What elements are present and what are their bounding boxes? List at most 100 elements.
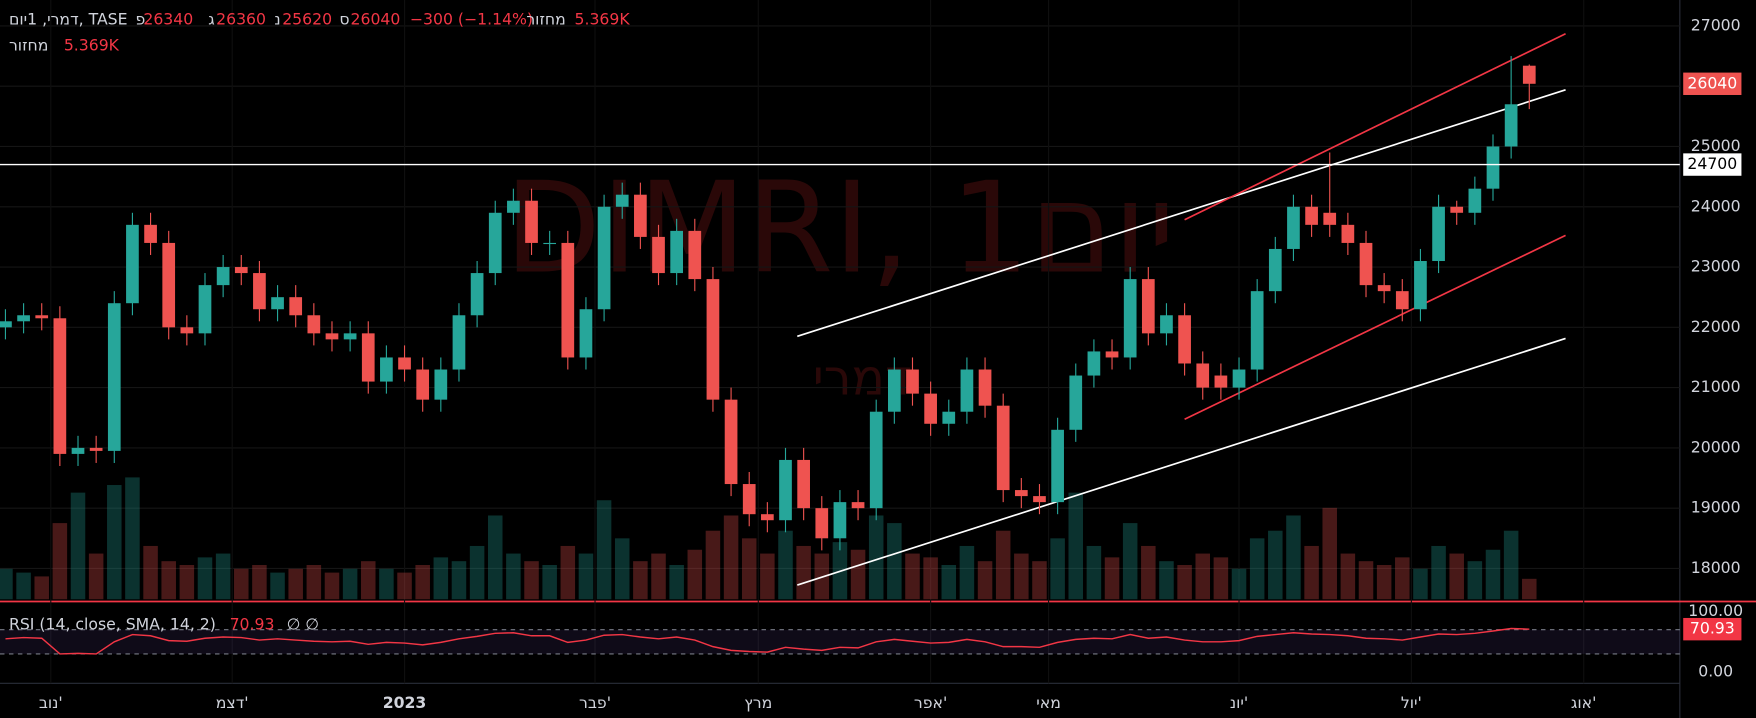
x-tick-label: דצמ' [216, 693, 249, 712]
candle-body [1178, 315, 1191, 364]
candle-body [1287, 206, 1300, 249]
volume-bar [1449, 553, 1464, 600]
trend-line [797, 337, 1566, 586]
candle-body [289, 297, 303, 316]
volume-bar [215, 553, 231, 600]
candle-body [579, 309, 593, 358]
candle-body [906, 369, 919, 394]
rsi-label: 70.93 [1690, 619, 1735, 638]
volume-bar [1467, 561, 1483, 600]
candle-body [180, 327, 194, 334]
volume-bar [542, 564, 557, 600]
rsi-band-fill [0, 629, 1680, 654]
candle-body [1323, 212, 1337, 225]
candle-body [1377, 285, 1391, 292]
x-tick-label: מרץ [744, 693, 772, 712]
volume-bar [1358, 561, 1374, 600]
x-tick-label: אפר' [914, 693, 947, 712]
candle-body [452, 315, 466, 370]
candle-body [1395, 291, 1409, 310]
candle-body [724, 399, 738, 485]
candle-body [0, 321, 12, 328]
candle-body [1522, 65, 1536, 84]
volume-bar [1522, 578, 1537, 600]
volume-bar [1485, 549, 1501, 600]
candle-body [162, 242, 176, 328]
y-tick-label: 19000 [1691, 498, 1741, 517]
candle-body [652, 236, 665, 274]
candle-body [978, 369, 992, 406]
legend-value: 26360 [216, 10, 266, 29]
candle-body [815, 508, 829, 539]
volume-bar [1014, 553, 1029, 600]
volume-bar [179, 564, 195, 600]
volume-bar [633, 561, 648, 600]
candle-body [960, 369, 974, 412]
volume-bar [107, 485, 122, 600]
candle-body [797, 459, 810, 509]
volume-bar [723, 515, 739, 600]
candle-body [1051, 429, 1064, 503]
candle-body [1105, 351, 1119, 358]
candle-body [144, 224, 157, 243]
candle-body [1504, 104, 1518, 147]
candle-body [234, 267, 248, 274]
candle-body [1123, 279, 1137, 358]
volume-bar [651, 553, 666, 600]
candle-body [89, 447, 103, 451]
candle-body [561, 242, 575, 358]
legend-letter: פ [136, 10, 146, 29]
watermark: DIMRI, 1יום [504, 156, 1175, 302]
volume-bar [868, 515, 884, 600]
candle-body [107, 303, 121, 451]
symbol: דמרי, 1יום, TASE [9, 10, 128, 29]
candle-body [1014, 490, 1028, 497]
legend-volume: 5.369K [575, 10, 631, 29]
volume-bar [923, 557, 938, 600]
volume-bar [1122, 523, 1138, 600]
volume-bar [0, 568, 13, 600]
volume-bar [995, 530, 1011, 600]
volume-bar [1104, 557, 1120, 600]
volume-bar [487, 515, 503, 600]
candle-body [1468, 188, 1482, 213]
volume-bar [270, 572, 285, 600]
candle-body [35, 315, 49, 319]
volume-bar [1268, 530, 1283, 600]
candle-body [742, 484, 756, 515]
volume-bar [905, 553, 920, 600]
candle-body [507, 200, 520, 213]
candle-body [470, 273, 484, 316]
volume-bar [669, 564, 684, 600]
legend-change: −300 (−1.14%) [410, 10, 533, 29]
candle-body [1359, 242, 1373, 286]
legend-value: 25620 [282, 10, 332, 29]
candle-body [1432, 206, 1445, 262]
volume-bar [1159, 561, 1174, 600]
volume-bar [560, 545, 576, 600]
candle-body [361, 333, 375, 382]
legend-letter: ס [339, 10, 349, 29]
volume-bar [469, 545, 485, 600]
volume-bar [324, 572, 340, 600]
volume-bar [1032, 561, 1047, 600]
candle-body [1268, 248, 1282, 292]
candle-body [416, 369, 430, 400]
candle-body [380, 357, 393, 382]
candle-body [325, 333, 339, 340]
legend-letter: ג [208, 10, 214, 29]
y-tick-label: 27000 [1691, 15, 1741, 34]
legend-value: 26040 [351, 10, 401, 29]
candle-body [597, 206, 611, 310]
volume-bar [197, 557, 213, 600]
candle-body [488, 212, 502, 274]
volume-bar [288, 568, 303, 600]
trend-line [1184, 234, 1566, 421]
volume-bar [1431, 545, 1446, 600]
price-label-box [1683, 72, 1742, 95]
candle-body [198, 285, 212, 334]
trend-line [1184, 33, 1566, 221]
candle-body [833, 502, 847, 539]
